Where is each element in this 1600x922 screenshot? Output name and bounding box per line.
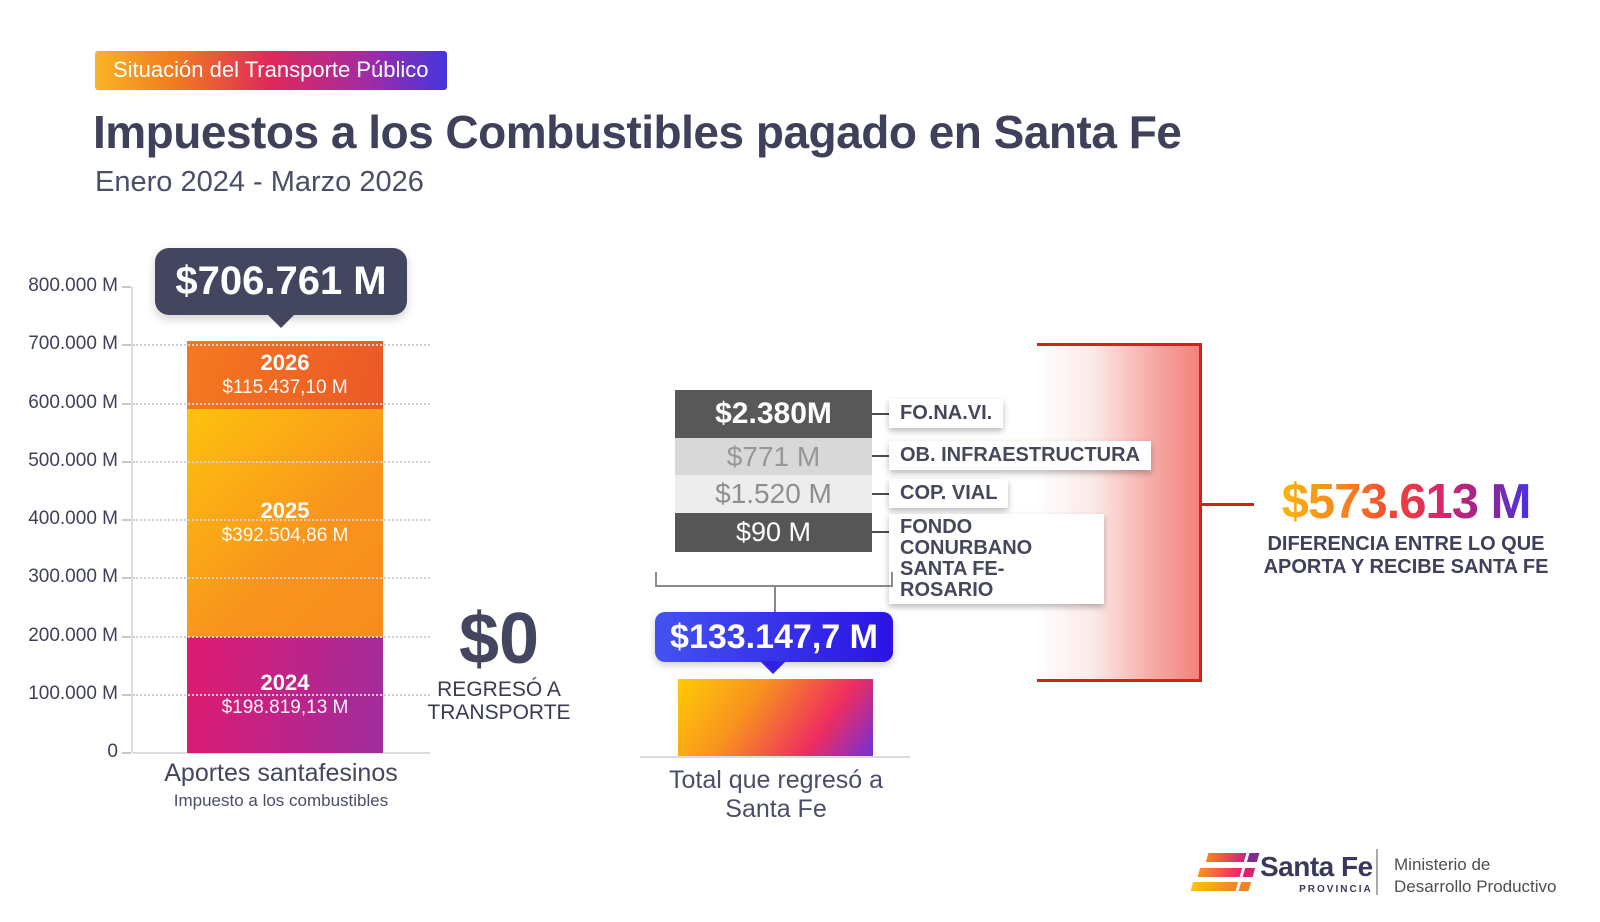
bar-segment-2025: 2025 $392.504,86 M xyxy=(187,408,383,638)
logo-bar xyxy=(1246,853,1260,862)
bracket-right-tick xyxy=(891,572,893,586)
difference-caption-line2: APORTA Y RECIBE SANTA FE xyxy=(1263,556,1549,578)
badge-pointer-down xyxy=(267,314,295,328)
y-axis-tick-mark xyxy=(122,752,131,754)
y-axis-tick-label: 700.000 M xyxy=(28,333,118,355)
logo-bar xyxy=(1205,853,1247,862)
segment-year: 2026 xyxy=(260,350,310,376)
page-title: Impuestos a los Combustibles pagado en S… xyxy=(93,106,1182,158)
breakdown-row: $771 M xyxy=(675,438,872,475)
y-axis-tick-mark xyxy=(122,286,131,288)
logo-bar xyxy=(1238,882,1252,891)
segment-value: $198.819,13 M xyxy=(221,696,349,718)
breakdown-value: $90 M xyxy=(735,517,812,547)
breakdown-value: $771 M xyxy=(726,440,821,472)
difference-callout: $573.613 M DIFERENCIA ENTRE LO QUE APORT… xyxy=(1248,474,1564,579)
gridline xyxy=(133,577,430,580)
gridline xyxy=(133,344,430,347)
segment-value: $392.504,86 M xyxy=(221,524,349,546)
brand-name: Santa Fe xyxy=(1260,851,1373,882)
returned-chart-plot xyxy=(640,600,910,758)
santa-fe-brand: Santa Fe PROVINCIA xyxy=(1260,851,1373,895)
breakdown-row: $2.380M xyxy=(675,390,872,438)
footer-divider xyxy=(1376,849,1378,895)
breakdown-name-infraestructura: OB. INFRAESTRUCTURA xyxy=(889,441,1151,470)
breakdown-name-fondo-conurbano: FONDO CONURBANO SANTA FE-ROSARIO xyxy=(889,514,1104,604)
main-chart-plot: 2026 $115.437,10 M 2025 $392.504,86 M 20… xyxy=(133,287,430,754)
y-axis-tick-label: 300.000 M xyxy=(28,566,118,588)
zero-transport-callout: $0 REGRESÓ A TRANSPORTE xyxy=(414,599,584,724)
y-axis-tick-label: 200.000 M xyxy=(28,624,118,646)
gridline xyxy=(133,460,430,463)
segment-value: $115.437,10 M xyxy=(222,376,348,398)
brand-province-label: PROVINCIA xyxy=(1299,884,1373,895)
breakdown-connector xyxy=(872,413,889,415)
gridline xyxy=(133,519,430,521)
gridline xyxy=(133,402,430,405)
breakdown-row: $1.520 M xyxy=(675,475,872,513)
total-returned-badge: $133.147,7 M xyxy=(655,612,893,674)
ministry-line1: Ministerio de xyxy=(1394,855,1491,874)
total-returned-value: $133.147,7 M xyxy=(670,617,878,656)
difference-caption-line1: DIFERENCIA ENTRE LO QUE xyxy=(1267,533,1545,555)
difference-connector-line xyxy=(1202,503,1254,506)
returned-chart-title: Total que regresó a Santa Fe xyxy=(668,766,884,823)
y-axis-tick-label: 100.000 M xyxy=(28,682,118,704)
y-axis-tick-mark xyxy=(122,402,131,405)
y-axis-tick-mark xyxy=(122,693,131,696)
y-axis-tick-label: 400.000 M xyxy=(28,508,118,529)
y-axis-tick-mark xyxy=(122,577,131,580)
santa-fe-logo-icon xyxy=(1190,853,1260,891)
breakdown-row: $90 M xyxy=(675,513,872,552)
logo-bar xyxy=(1190,882,1239,891)
returned-bar xyxy=(678,679,873,757)
bracket-left-tick xyxy=(655,572,657,586)
zero-value: $0 xyxy=(458,599,540,679)
main-chart-title: Aportes santafesinos xyxy=(164,759,398,787)
y-axis-tick-label: 0 xyxy=(107,741,118,762)
main-chart-subtitle: Impuesto a los combustibles xyxy=(173,791,389,810)
segment-year: 2024 xyxy=(260,670,310,696)
badge-pointer-down xyxy=(760,661,786,674)
y-axis-tick-mark xyxy=(122,635,131,638)
difference-value: $573.613 M xyxy=(1281,475,1532,529)
breakdown-table: $2.380M $771 M $1.520 M $90 M xyxy=(675,390,872,552)
logo-bar xyxy=(1242,867,1256,877)
bracket-stem xyxy=(774,585,776,613)
y-axis-tick-mark xyxy=(122,519,131,521)
y-axis-tick-label: 600.000 M xyxy=(28,391,118,413)
breakdown-value: $1.520 M xyxy=(715,478,832,509)
breakdown-connector xyxy=(872,531,889,533)
stacked-bar: 2026 $115.437,10 M 2025 $392.504,86 M 20… xyxy=(187,341,383,753)
gridline xyxy=(133,693,430,696)
x-axis-baseline xyxy=(133,752,430,754)
breakdown-name-cop-vial: COP. VIAL xyxy=(889,479,1009,508)
y-axis-line xyxy=(131,287,133,753)
returned-baseline xyxy=(640,756,910,758)
breakdown-value: $2.380M xyxy=(715,397,832,430)
ministry-label: Ministerio de Desarrollo Productivo xyxy=(1394,854,1557,898)
gridline xyxy=(133,635,430,638)
zero-label-line2: TRANSPORTE xyxy=(427,700,571,724)
y-axis-tick-mark xyxy=(122,344,131,347)
total-contributions-value: $706.761 M xyxy=(175,259,387,303)
ministry-line2: Desarrollo Productivo xyxy=(1394,877,1557,897)
y-axis-tick-label: 500.000 M xyxy=(28,449,118,471)
y-axis-tick-mark xyxy=(122,460,131,463)
difference-gradient-block xyxy=(1037,343,1202,682)
sum-bracket xyxy=(655,572,893,613)
zero-label-line1: REGRESÓ A xyxy=(437,677,561,701)
page-subtitle: Enero 2024 - Marzo 2026 xyxy=(95,166,424,198)
total-contributions-badge: $706.761 M xyxy=(155,248,407,328)
bar-segment-2026: 2026 $115.437,10 M xyxy=(187,341,383,409)
topic-badge: Situación del Transporte Público xyxy=(95,51,447,90)
breakdown-name-fonavi: FO.NA.VI. xyxy=(889,399,1004,428)
y-axis-tick-label: 800.000 M xyxy=(28,275,118,296)
breakdown-connector xyxy=(872,455,889,457)
logo-bar xyxy=(1197,867,1243,877)
breakdown-connector xyxy=(872,493,889,495)
